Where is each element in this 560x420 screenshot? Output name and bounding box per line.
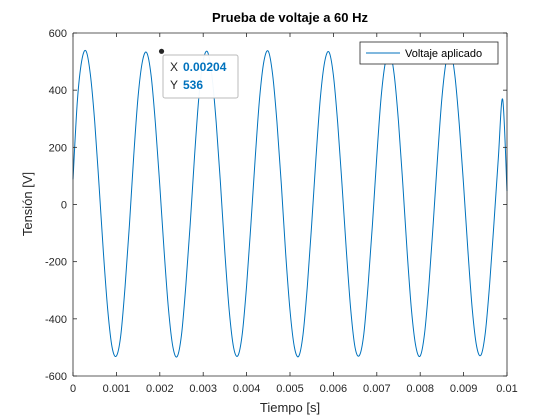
x-tick-label: 0.004 (233, 383, 261, 395)
x-tick-label: 0.009 (450, 383, 478, 395)
x-tick-label: 0.01 (496, 383, 517, 395)
y-tick-label: 400 (49, 85, 67, 97)
x-tick-label: 0.007 (363, 383, 391, 395)
datatip-x-value: 0.00204 (183, 60, 227, 74)
plot-area (73, 33, 507, 376)
legend: Voltaje aplicado (359, 41, 499, 65)
x-tick-label: 0.006 (320, 383, 348, 395)
y-tick-label: -200 (45, 257, 67, 269)
series-line-0 (72, 49, 508, 358)
legend-label-voltaje-aplicado: Voltaje aplicado (405, 48, 482, 60)
datatip-box (162, 54, 239, 99)
x-tick-label: 0.008 (406, 383, 434, 395)
x-tick-label: 0.005 (276, 383, 304, 395)
chart-title: Prueba de voltaje a 60 Hz (212, 10, 369, 25)
y-ticks: -600 -400 -200 0 200 400 600 (45, 28, 507, 383)
y-tick-label: 0 (61, 200, 67, 212)
y-tick-label: -600 (45, 371, 67, 383)
y-tick-label: 200 (49, 142, 67, 154)
datatip-x-label: X (170, 60, 178, 74)
x-tick-label: 0.002 (146, 383, 174, 395)
y-tick-label: 600 (49, 28, 67, 40)
datatip-y-value: 536 (183, 78, 203, 92)
x-ticks: 0 0.001 0.002 0.003 0.004 0.005 0.006 0.007 0.00… (70, 33, 518, 395)
x-tick-label: 0.003 (189, 383, 217, 395)
datatip-marker[interactable] (158, 48, 165, 54)
series-layer (72, 49, 508, 358)
datatip[interactable]: X 0.00204 Y 536 (158, 48, 239, 99)
legend-box (359, 41, 499, 65)
x-tick-label: 0 (70, 383, 76, 395)
datatip-y-label: Y (170, 78, 178, 92)
y-axis-label: Tensión [V] (20, 172, 35, 236)
x-axis-label: Tiempo [s] (260, 400, 320, 415)
x-tick-label: 0.001 (103, 383, 131, 395)
y-tick-label: -400 (45, 314, 67, 326)
